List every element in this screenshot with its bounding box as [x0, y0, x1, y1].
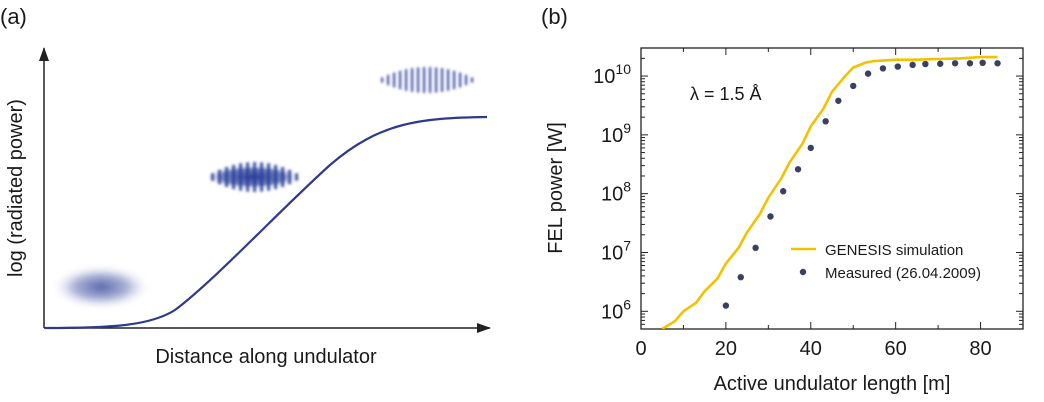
x-tick-label: 0 — [635, 338, 646, 360]
measured-point — [767, 213, 774, 220]
simulation-series-line — [661, 55, 998, 329]
x-axis-title: Active undulator length [m] — [714, 373, 951, 395]
measured-point — [966, 60, 974, 67]
measured-point — [864, 70, 872, 77]
measured-point — [951, 60, 959, 67]
measured-point — [822, 118, 829, 125]
measured-point — [779, 188, 787, 195]
legend: GENESIS simulation Measured (26.04.2009) — [791, 242, 981, 282]
measured-point — [737, 273, 744, 281]
measured-point — [894, 63, 901, 70]
measured-point — [850, 82, 857, 90]
measured-point — [979, 59, 986, 67]
legend-measured-marker — [799, 268, 807, 276]
panel-a: (a) log (radiated power) Distance along … — [0, 4, 491, 368]
panel-a-x-axis-title: Distance along undulator — [155, 346, 377, 368]
panel-b: (b) 0 20 40 60 80 106 107 108 109 1010 FEL power… — [541, 4, 1024, 395]
measured-point — [752, 244, 759, 252]
x-tick-label: 40 — [800, 338, 822, 360]
y-tick-label: 108 — [601, 179, 631, 206]
y-tick-label: 109 — [601, 120, 631, 147]
panel-a-y-axis-title: log (radiated power) — [5, 99, 27, 277]
measured-point — [937, 60, 944, 67]
y-tick-label: 106 — [601, 296, 631, 323]
y-tick-labels: 106 107 108 109 1010 — [593, 61, 631, 323]
plot-frame — [640, 47, 1024, 330]
measured-point — [807, 144, 814, 152]
bunch-partially-microbunched-illustration — [207, 162, 299, 192]
wavelength-annotation: λ = 1.5 Å — [690, 84, 762, 104]
measured-point — [909, 61, 916, 69]
axis-ticks — [640, 47, 1024, 330]
measured-point — [835, 97, 842, 104]
measured-point — [922, 60, 929, 68]
x-tick-label: 80 — [969, 338, 991, 360]
panel-a-growth-curve — [44, 115, 488, 330]
legend-simulation-label: GENESIS simulation — [825, 242, 963, 259]
measured-point — [994, 60, 1001, 67]
measured-point — [794, 166, 802, 173]
x-tick-labels: 0 20 40 60 80 — [635, 338, 991, 360]
measured-series-points — [722, 59, 1001, 309]
y-axis-title: FEL power [W] — [545, 122, 567, 254]
x-tick-label: 20 — [715, 338, 737, 360]
measured-point — [722, 302, 730, 309]
measured-point — [879, 65, 887, 72]
x-tick-label: 60 — [885, 338, 907, 360]
y-tick-label: 107 — [601, 237, 631, 264]
bunch-fully-microbunched-illustration — [381, 67, 474, 93]
y-tick-label: 1010 — [593, 61, 631, 88]
panel-b-label: (b) — [541, 4, 568, 29]
legend-measured-label: Measured (26.04.2009) — [825, 265, 981, 282]
panel-a-label: (a) — [0, 4, 27, 29]
bunch-unmodulated-illustration — [51, 265, 151, 309]
